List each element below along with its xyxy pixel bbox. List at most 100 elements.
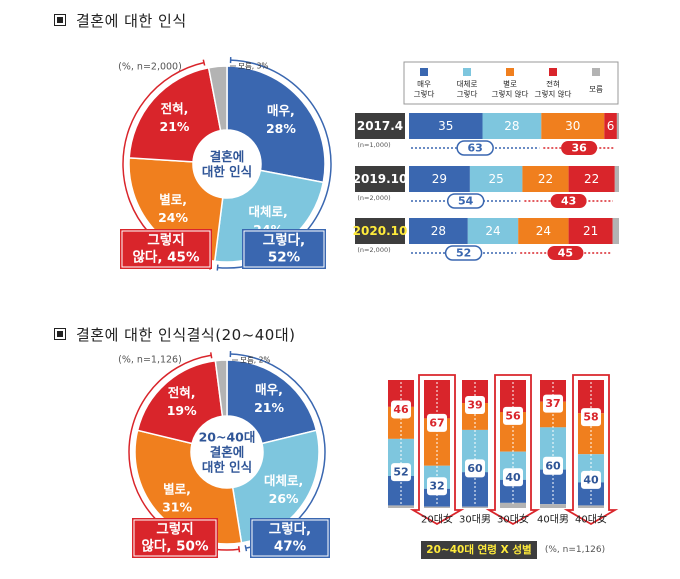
pos-value-label: 60 [545, 459, 561, 472]
bar-value-label: 25 [489, 172, 504, 186]
callout-negative-text: 그렇지 [147, 233, 184, 249]
column-segment [500, 502, 526, 508]
negative-total-pill [550, 194, 587, 208]
bar-value-label: 22 [538, 172, 553, 186]
positive-total-label: 54 [458, 195, 474, 208]
pie-slice-category-label: 별로, [159, 192, 187, 207]
neg-value-box [427, 413, 447, 432]
legend-label: 그렇다 [457, 89, 478, 99]
pie-center-circle [193, 130, 261, 198]
callout-negative [120, 229, 212, 269]
negative-total-label: 43 [561, 195, 576, 208]
pie-slice-value-label: 21% [160, 119, 190, 134]
year-label-box [355, 166, 405, 192]
callout-positive-text: 그렇다, [269, 522, 311, 538]
positive-bracket-arc-tick [244, 545, 248, 552]
column-category-label: 40대女 [575, 513, 607, 526]
year-label-box [355, 218, 405, 244]
positive-total-pill [444, 245, 483, 261]
neg-value-box [543, 394, 563, 413]
pos-value-box [581, 470, 601, 489]
bar-segment [568, 166, 615, 192]
bar-segment [541, 113, 605, 139]
bar-segment [482, 113, 542, 139]
bar-segment [604, 113, 617, 139]
pie-slice-value-label: 19% [167, 403, 197, 418]
bar-segment [612, 218, 619, 244]
callout-negative-text: 않다, 50% [142, 538, 209, 555]
negative-total-pill [561, 141, 598, 155]
bar-segment [568, 218, 613, 244]
bottom-note: (%, n=1,126) [545, 545, 605, 555]
negative-bracket-arc-tick [202, 59, 206, 66]
bottom-title: 20~40대 연령 X 성별 [426, 543, 531, 556]
sample-size-label: (n=1,000) [357, 141, 390, 149]
column-segment [540, 504, 566, 508]
section2-heading: 결혼에 대한 인식결식(20~40대) [54, 324, 296, 345]
year-label: 2020.10 [353, 224, 408, 238]
callout-positive-text: 47% [274, 539, 307, 555]
callout-positive-inner-border [243, 230, 325, 268]
year-label-box [355, 113, 405, 139]
bar-segment [409, 166, 470, 192]
bar-value-label: 29 [432, 172, 447, 186]
section1-note: (%, n=2,000) [118, 62, 182, 73]
callout-positive-text: 52% [268, 250, 301, 266]
neg-value-label: 58 [583, 411, 598, 424]
pos-value-label: 52 [393, 466, 408, 479]
legend-label: 대체로 [457, 79, 478, 89]
positive-total-label: 63 [467, 142, 482, 155]
pie-slice-category-label: 대체로, [249, 204, 288, 219]
pie-slice-category-label: 매우, [255, 382, 283, 397]
year-label: 2019.10 [353, 172, 408, 186]
square-bullet-icon [54, 328, 66, 340]
highlight-arrow-outline [485, 374, 541, 526]
pie-center-circle [191, 416, 263, 488]
highlight-arrow-outline [409, 374, 465, 526]
section2-heading-text: 결혼에 대한 인식결식 [76, 326, 216, 344]
callout-positive [250, 518, 330, 558]
column-segment [462, 506, 488, 508]
bar-value-label: 30 [565, 119, 580, 133]
legend-label: 전혀 [546, 79, 560, 89]
neg-value-box [581, 408, 601, 427]
column-category-label: 20대女 [421, 513, 453, 526]
bar-value-label: 22 [584, 172, 599, 186]
pos-value-box [503, 468, 523, 487]
pie-slice-value-label: 28% [266, 121, 296, 136]
negative-bracket-arc-tick [209, 352, 213, 359]
bar-value-label: 28 [504, 119, 519, 133]
pie-slice-value-label: 31% [162, 500, 192, 515]
bar-segment [522, 166, 569, 192]
bar-value-label: 6 [607, 119, 615, 133]
negative-total-label: 45 [558, 247, 573, 260]
legend-label: 별로 [503, 79, 517, 89]
year-label: 2017.4 [357, 119, 403, 133]
pie-slice-category-label: 대체로, [264, 473, 303, 488]
pie-center-label: 20~40대 [199, 430, 256, 445]
positive-bracket-arc-tick [216, 264, 219, 271]
neg-value-box [465, 395, 485, 414]
pos-value-label: 60 [467, 462, 483, 475]
sample-size-label: (n=2,000) [357, 194, 390, 202]
bar-segment [616, 113, 619, 139]
column-category-label: 30대女 [497, 513, 529, 526]
pos-value-box [465, 459, 485, 478]
neg-value-label: 46 [393, 403, 409, 416]
neg-value-label: 37 [545, 397, 560, 410]
callout-positive-text: 그렇다, [263, 233, 305, 249]
pie-dk-label: 모름, 3% [238, 62, 268, 71]
bar-segment [409, 218, 468, 244]
section1-heading: 결혼에 대한 인식 [54, 10, 187, 31]
neg-value-label: 67 [429, 416, 444, 429]
pie-slice-category-label: 별로, [163, 482, 191, 497]
column-category-label: 40대男 [537, 514, 569, 526]
bar-segment [469, 166, 523, 192]
pie-center-label: 결혼에 [210, 445, 245, 460]
legend-label: 그렇지 않다 [492, 89, 529, 99]
column-segment [424, 506, 450, 508]
bar-value-label: 35 [438, 119, 453, 133]
legend-label: 그렇다 [414, 89, 435, 99]
legend-swatch [506, 68, 514, 76]
